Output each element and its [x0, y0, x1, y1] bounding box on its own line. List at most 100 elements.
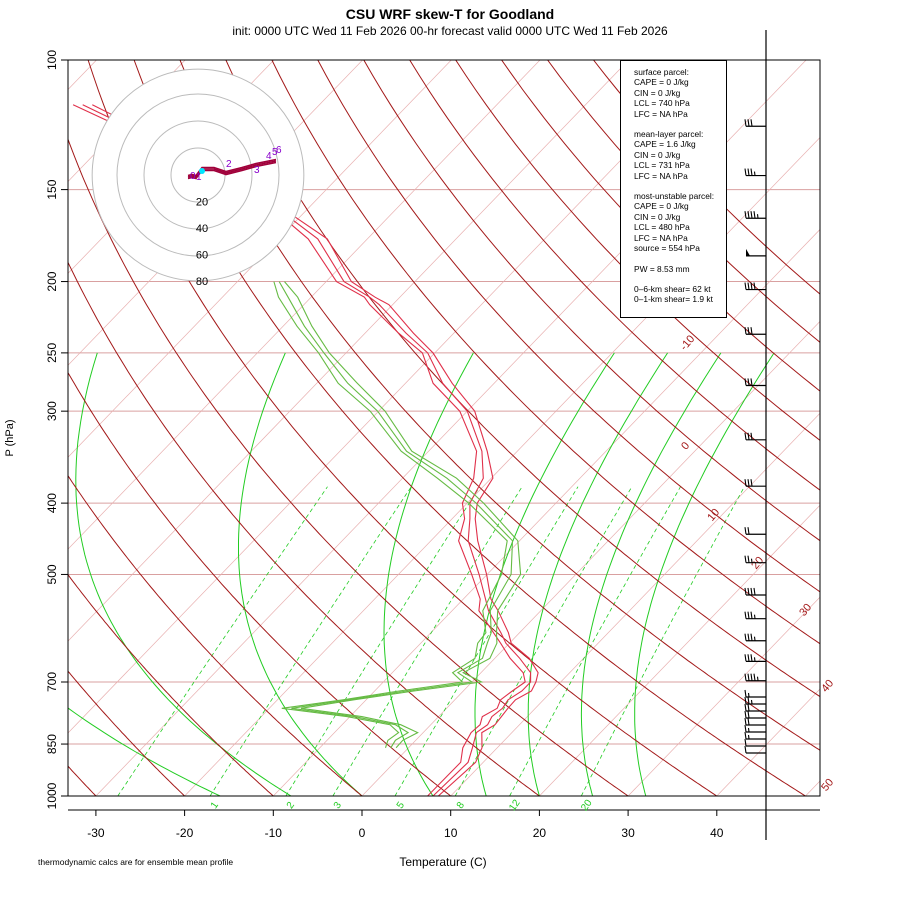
isotherm-line — [184, 137, 820, 796]
wind-barb — [744, 587, 766, 596]
isotherm-line — [68, 60, 629, 642]
temperature-trace — [82, 104, 532, 796]
param-line: CIN = 0 J/kg — [634, 87, 681, 98]
param-line: 0–1-km shear= 1.9 kt — [634, 294, 713, 305]
wind-barb-feather — [747, 703, 750, 712]
dry-adiabat — [68, 670, 185, 796]
dry-adiabat — [501, 60, 820, 392]
y-tick-label: 1000 — [45, 782, 59, 809]
wind-barb-feather — [750, 673, 753, 681]
mixing-ratio-line — [285, 486, 481, 796]
dewpoint-trace — [284, 281, 522, 749]
wind-barb — [744, 327, 766, 335]
hodograph-ring — [91, 68, 305, 282]
y-tick-label: 400 — [45, 493, 59, 513]
wind-barb — [744, 696, 766, 705]
x-axis-title: Temperature (C) — [399, 855, 486, 869]
wind-barb-feather — [750, 378, 753, 386]
wind-barb — [744, 432, 766, 441]
hodograph-ring — [143, 120, 253, 230]
y-tick-label: 150 — [45, 179, 59, 199]
hodograph-trace — [187, 158, 277, 177]
wind-barb — [744, 710, 766, 719]
isotherm-line — [68, 60, 452, 458]
wind-barb-feather — [747, 432, 750, 440]
wind-barb-feather — [753, 282, 756, 290]
wind-barb-flag — [746, 248, 750, 256]
wind-barb-half-feather — [753, 171, 756, 176]
wind-barb — [744, 703, 766, 712]
mixing-ratio-line — [117, 486, 328, 796]
moist-adiabat — [68, 707, 221, 796]
wind-barb-half-feather — [747, 734, 750, 740]
param-line: mean-layer parcel: — [634, 129, 704, 140]
dry-adiabat — [271, 60, 820, 645]
param-line: PW = 8.53 mm — [634, 263, 690, 274]
wind-barb-feather — [744, 738, 747, 747]
mixing-ratio-lines — [68, 352, 775, 796]
wind-barb-half-feather — [756, 214, 759, 219]
hodograph-level-label: 5 — [272, 147, 278, 158]
wind-barb-feather — [744, 633, 747, 641]
hodograph-level-label: 0 — [190, 171, 196, 182]
param-line: 0–6-km shear= 62 kt — [634, 283, 711, 294]
mean-layer-parcel-section: mean-layer parcel: CAPE = 1.6 J/kg CIN =… — [634, 129, 722, 181]
isotherm-label: 50 — [819, 777, 836, 794]
param-line: CIN = 0 J/kg — [634, 211, 681, 222]
wind-barb-feather — [747, 696, 750, 705]
x-tick-label: -30 — [87, 826, 105, 840]
y-tick-label: 100 — [45, 50, 59, 70]
dry-adiabat — [225, 60, 820, 698]
wind-barb-feather — [750, 432, 753, 440]
temperature-trace — [92, 104, 539, 796]
isotherm-line — [68, 60, 718, 734]
wind-barb-feather — [744, 119, 747, 127]
wind-barb-feather — [744, 479, 747, 487]
wind-barb-feather — [750, 211, 753, 219]
wind-barb — [744, 717, 766, 726]
y-tick-label: 850 — [45, 734, 59, 754]
param-line: LCL = 740 hPa — [634, 98, 690, 109]
wind-barb — [744, 378, 766, 387]
dry-adiabat — [68, 261, 540, 796]
y-tick-label: 300 — [45, 401, 59, 421]
param-line: LFC = NA hPa — [634, 170, 688, 181]
hodograph-ring-label: 40 — [196, 223, 208, 235]
wind-barb-feather — [744, 168, 747, 176]
wind-barb-feather — [753, 673, 756, 681]
wind-barb — [744, 745, 766, 754]
wind-barb-feather — [744, 696, 747, 705]
wind-barb-feather — [750, 654, 753, 662]
x-tick-label: -20 — [176, 826, 194, 840]
hodograph-ring-label: 80 — [196, 276, 208, 288]
hodograph-trace — [187, 160, 277, 178]
param-line: surface parcel: — [634, 67, 689, 77]
mixing-ratio-line — [209, 486, 412, 796]
wind-barb-feather — [744, 527, 747, 535]
hodograph-ring — [116, 93, 280, 257]
wind-barb-feather — [747, 710, 750, 719]
wind-barb-feather — [750, 587, 753, 596]
wind-barb — [744, 731, 766, 740]
hodograph-ring-label: 60 — [196, 249, 208, 261]
mixing-ratio-label: 20 — [579, 797, 595, 813]
param-line: CAPE = 1.6 J/kg — [634, 139, 696, 150]
wind-barb-feather — [747, 168, 750, 176]
hodograph-ring-label: 20 — [196, 196, 208, 208]
wind-barb-feather — [744, 555, 747, 563]
chart-title: CSU WRF skew-T for Goodland — [345, 6, 555, 22]
wind-barb — [744, 211, 766, 219]
wind-barb-feather — [744, 378, 747, 386]
wind-barb — [744, 555, 766, 564]
isotherm-line — [273, 228, 820, 796]
wind-barb — [746, 248, 766, 257]
wind-barb-feather — [747, 587, 750, 596]
moist-adiabat — [527, 352, 669, 796]
mixing-ratio-line — [332, 486, 523, 796]
dry-adiabat — [68, 137, 629, 796]
wind-barb — [744, 527, 766, 535]
isotherm-line — [716, 688, 820, 796]
wind-barb — [744, 633, 766, 642]
wind-barb-half-feather — [753, 657, 756, 662]
dry-adiabat — [317, 60, 820, 593]
